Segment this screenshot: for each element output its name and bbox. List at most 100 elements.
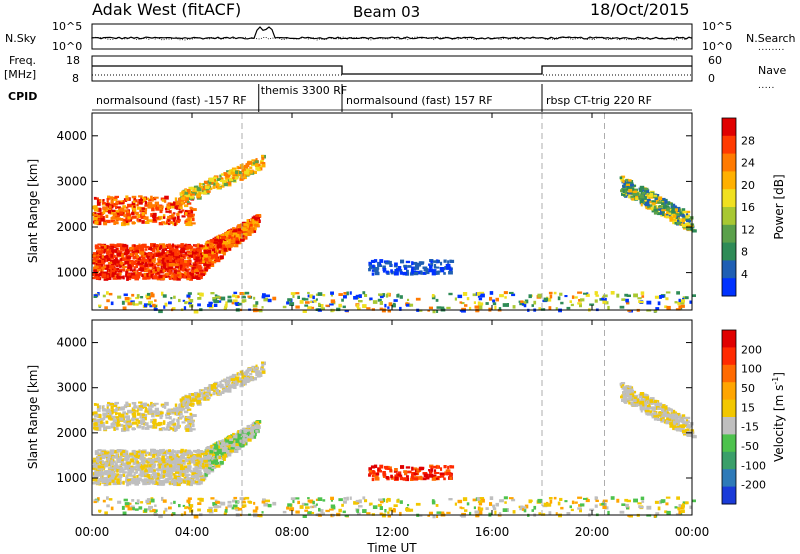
velocity-cell (185, 428, 190, 432)
power-cell (197, 303, 201, 307)
velocity-cell (172, 427, 175, 432)
power-cell (92, 254, 96, 258)
power-cell (111, 250, 115, 254)
power-cell (553, 291, 557, 295)
power-cell (338, 303, 342, 308)
nsky-panel: N.Sky N.Search ........ 10^5 10^0 10^5 1… (5, 20, 796, 53)
velocity-cell (189, 397, 194, 400)
power-cell (190, 247, 193, 252)
power-cell (647, 205, 650, 209)
power-cell (165, 254, 169, 257)
power-cell (224, 176, 229, 180)
velocity-cell (106, 404, 110, 407)
power-cell (480, 293, 485, 298)
power-cell (181, 190, 185, 194)
velocity-cell (109, 411, 112, 415)
power-cell (228, 171, 232, 175)
velocity-cell (165, 414, 168, 417)
velocity-cell (167, 459, 171, 462)
velocity-cell (144, 416, 147, 421)
power-cell (136, 203, 139, 207)
velocity-cell (224, 443, 229, 446)
power-cell (116, 211, 120, 215)
power-cell (669, 218, 673, 222)
power-cell (136, 255, 140, 259)
power-cell (633, 190, 637, 193)
power-cell (309, 294, 314, 299)
power-cell (435, 266, 440, 269)
power-cell (134, 276, 139, 281)
power-cell (251, 159, 257, 162)
velocity-cell (141, 462, 145, 466)
velocity-cell (222, 386, 228, 390)
power-cell (663, 213, 669, 216)
power-cell (197, 256, 200, 259)
velocity-cell (185, 418, 188, 422)
power-cell (164, 248, 167, 251)
velocity-cell (399, 474, 403, 479)
velocity-cell (150, 479, 154, 483)
velocity-cell (122, 473, 126, 477)
power-cell (443, 259, 447, 263)
velocity-cell (95, 468, 101, 473)
velocity-cell (103, 482, 109, 487)
velocity-cell (141, 426, 145, 430)
velocity-cell (170, 480, 174, 484)
power-cell (113, 244, 118, 248)
power-cell (116, 252, 122, 257)
velocity-cell (156, 456, 159, 460)
power-cell (658, 208, 663, 211)
power-cell (228, 234, 234, 239)
power-cell (233, 179, 236, 182)
nsky-tick-bottom-left: 10^0 (52, 40, 82, 53)
power-cell (140, 258, 145, 262)
power-cell (160, 276, 166, 281)
velocity-cell (163, 405, 167, 409)
velocity-cell (225, 381, 231, 384)
power-cell (627, 309, 632, 312)
velocity-cell (233, 386, 236, 389)
power-cell (241, 169, 246, 173)
velocity-cell (135, 469, 139, 474)
velocity-cell (393, 470, 398, 473)
velocity-cell (169, 464, 173, 468)
power-cell (182, 299, 186, 302)
power-cell (400, 259, 405, 264)
velocity-cell (209, 450, 214, 454)
power-cell (131, 201, 136, 206)
velocity-cell (144, 410, 149, 413)
power-cell (656, 196, 660, 201)
freq-line (92, 65, 692, 75)
power-cell (180, 243, 184, 247)
power-cell (121, 255, 125, 258)
velocity-cell (202, 465, 205, 469)
power-cell (110, 268, 113, 272)
power-cell (111, 274, 115, 278)
power-cell (317, 292, 323, 296)
velocity-cell (198, 472, 203, 476)
velocity-cell (405, 477, 410, 482)
power-cell (648, 197, 651, 200)
power-cell (129, 246, 134, 250)
power-cell (179, 245, 183, 248)
velocity-cell (371, 474, 375, 478)
velocity-cell (233, 449, 239, 453)
velocity-cell (115, 473, 120, 476)
velocity-cell (112, 417, 115, 421)
velocity-cell (197, 469, 202, 474)
velocity-cell (167, 452, 173, 455)
velocity-cell (162, 474, 166, 478)
freq-frame (91, 55, 693, 82)
velocity-cell (252, 368, 256, 371)
power-cell (144, 262, 148, 265)
velocity-cell (177, 450, 182, 454)
velocity-cell (96, 458, 99, 461)
power-cell (227, 295, 232, 299)
power-cell (126, 276, 130, 280)
velocity-cell (237, 434, 242, 438)
power-cell (679, 218, 682, 222)
power-cell (168, 255, 174, 259)
power-cell (95, 272, 98, 277)
velocity-cell (97, 427, 102, 431)
power-cell (671, 210, 676, 214)
